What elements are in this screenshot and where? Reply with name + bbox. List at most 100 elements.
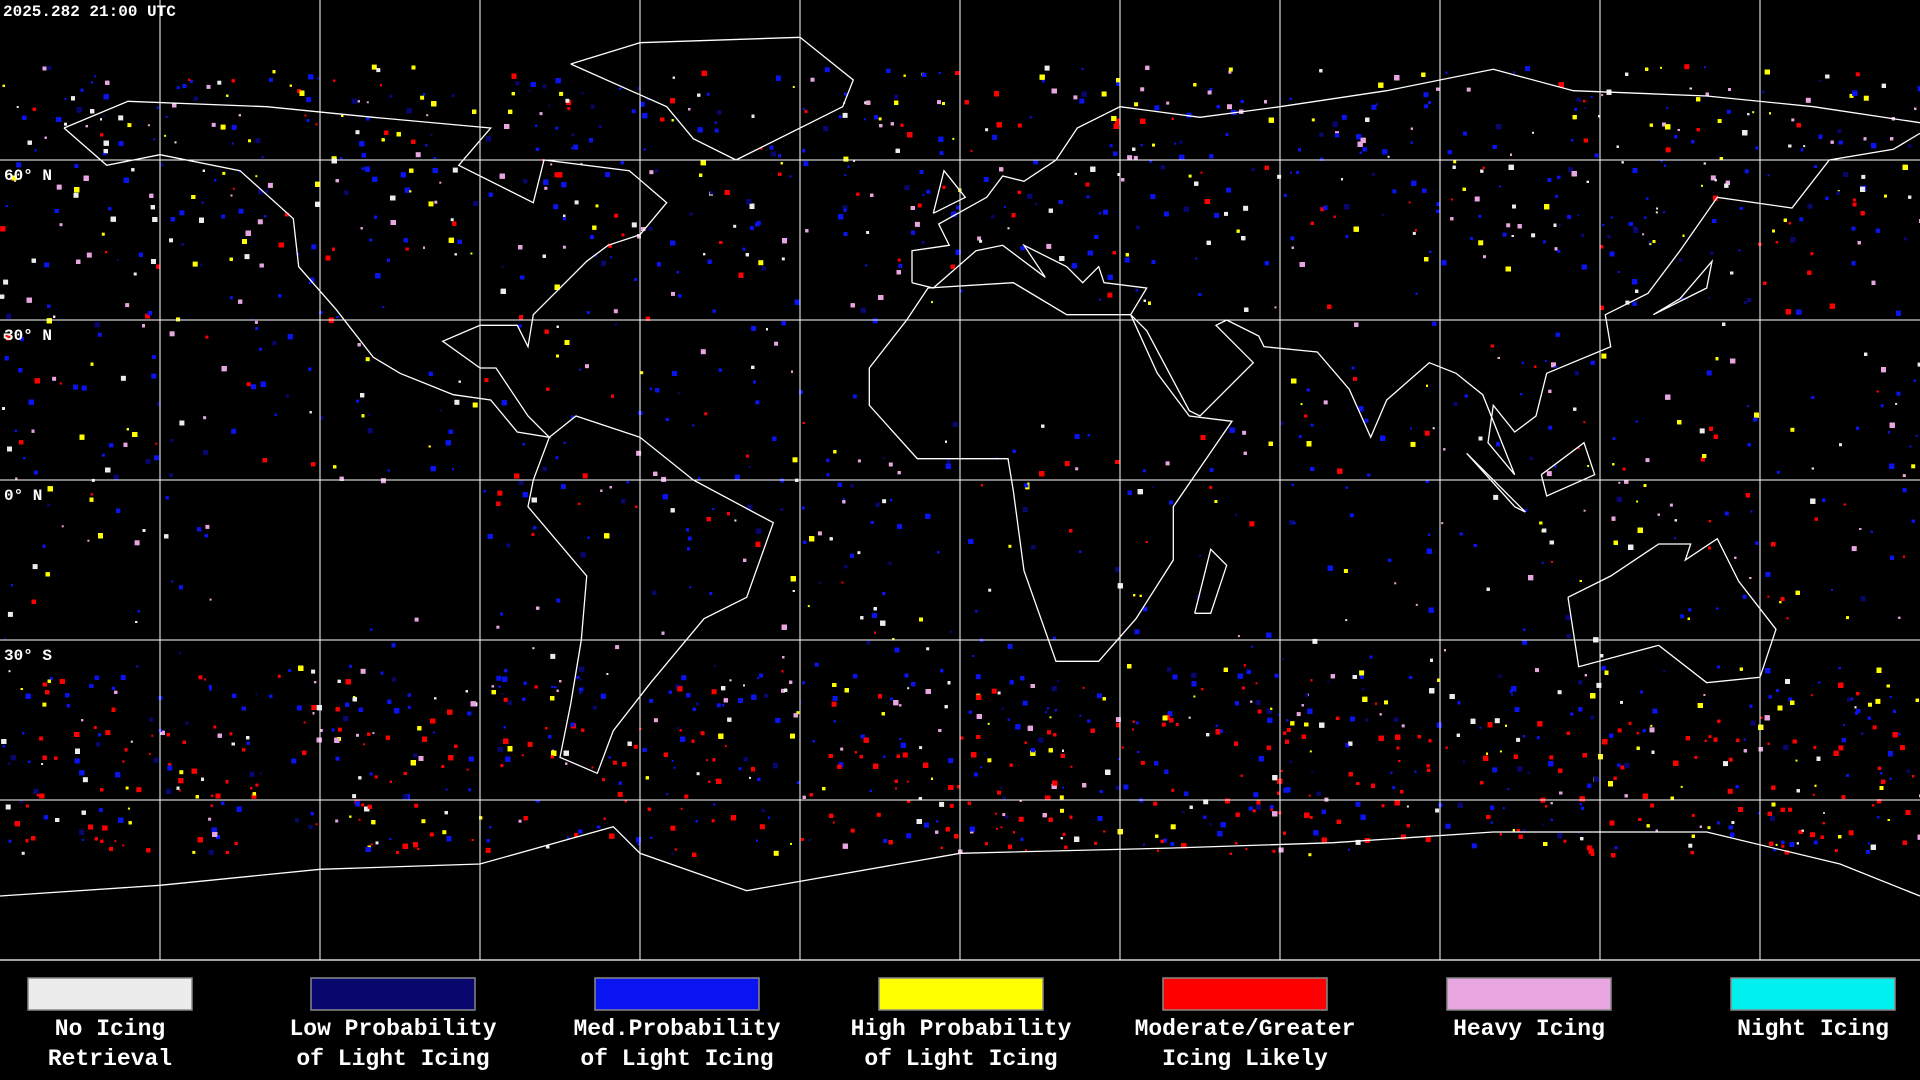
icing-pixel (303, 721, 306, 724)
icing-pixel (221, 214, 226, 219)
icing-pixel (1536, 736, 1540, 740)
icing-pixel (560, 484, 566, 490)
icing-pixel (975, 674, 981, 680)
icing-pixel (1406, 805, 1409, 808)
icing-pixel (1135, 721, 1139, 725)
icing-pixel (155, 442, 158, 445)
icing-pixel (1060, 808, 1064, 813)
icing-pixel (81, 385, 87, 391)
icing-pixel (42, 702, 47, 707)
icing-pixel (1272, 849, 1276, 853)
icing-pixel (315, 823, 318, 826)
icing-pixel (1837, 190, 1840, 192)
icing-pixel (888, 462, 893, 467)
icing-pixel (1059, 795, 1064, 800)
icing-pixel (1771, 802, 1776, 807)
icing-pixel (501, 693, 504, 695)
icing-pixel (1252, 809, 1256, 813)
icing-pixel (792, 86, 795, 88)
icing-pixel (133, 272, 137, 276)
icing-pixel (706, 92, 710, 96)
icing-pixel (1723, 761, 1728, 767)
icing-pixel (203, 450, 208, 456)
icing-pixel (1224, 211, 1228, 216)
icing-pixel (1364, 418, 1369, 423)
icing-pixel (713, 664, 716, 667)
icing-pixel (1525, 66, 1530, 72)
icing-pixel (1355, 839, 1361, 845)
icing-pixel (1310, 423, 1314, 427)
icing-pixel (897, 524, 903, 529)
icing-pixel (1300, 403, 1303, 406)
icing-pixel (1245, 848, 1248, 851)
icing-pixel (500, 739, 503, 742)
icing-pixel (595, 204, 599, 208)
icing-pixel (337, 727, 342, 732)
icing-pixel (1799, 217, 1804, 222)
icing-pixel (352, 794, 357, 799)
icing-pixel (1107, 292, 1113, 298)
icing-pixel (571, 133, 575, 137)
icing-pixel (1742, 594, 1747, 599)
icing-pixel (700, 349, 706, 355)
icing-pixel (831, 701, 837, 707)
icing-pixel (429, 832, 434, 837)
icing-pixel (550, 163, 553, 166)
icing-pixel (468, 788, 472, 792)
icing-pixel (1838, 745, 1844, 751)
icing-pixel (1660, 66, 1662, 69)
icing-pixel (1860, 596, 1866, 602)
icing-pixel (876, 812, 881, 817)
icing-pixel (866, 640, 871, 645)
icing-pixel (1810, 694, 1813, 697)
icing-pixel (189, 80, 193, 83)
icing-pixel (1726, 109, 1731, 114)
icing-pixel (800, 837, 804, 841)
icing-pixel (796, 711, 800, 715)
icing-pixel (531, 533, 535, 536)
icing-pixel (182, 84, 187, 88)
icing-pixel (802, 681, 806, 685)
icing-pixel (1435, 808, 1440, 813)
icing-pixel (1701, 184, 1703, 187)
icing-pixel (1018, 816, 1024, 822)
icing-pixel (1502, 232, 1507, 237)
icing-pixel (1289, 519, 1294, 525)
icing-pixel (926, 647, 930, 651)
icing-pixel (1025, 849, 1028, 852)
icing-pixel (1320, 207, 1325, 212)
icing-pixel (261, 156, 264, 159)
icing-pixel (1375, 103, 1378, 106)
icing-pixel (1752, 111, 1755, 114)
icing-pixel (370, 843, 373, 846)
icing-pixel (178, 789, 181, 792)
icing-pixel (807, 605, 810, 608)
icing-pixel (1214, 500, 1218, 503)
icing-pixel (992, 134, 998, 140)
icing-pixel (997, 790, 1001, 795)
icing-pixel (1861, 174, 1866, 179)
icing-pixel (203, 416, 207, 420)
icing-pixel (1861, 732, 1864, 735)
icing-pixel (1522, 829, 1526, 833)
icing-pixel (648, 226, 653, 231)
icing-pixel (134, 540, 140, 546)
icing-pixel (450, 218, 454, 222)
icing-pixel (470, 252, 473, 255)
icing-pixel (1117, 173, 1121, 176)
icing-pixel (1017, 123, 1022, 128)
icing-pixel (595, 254, 597, 257)
icing-pixel (1466, 87, 1471, 92)
icing-pixel (1359, 674, 1364, 679)
icing-pixel (1710, 175, 1716, 181)
icing-pixel (407, 705, 411, 709)
icing-pixel (527, 741, 533, 747)
icing-pixel (1323, 400, 1328, 405)
icing-pixel (518, 480, 524, 486)
icing-pixel (319, 729, 323, 732)
icing-pixel (441, 765, 445, 768)
icing-pixel (1387, 155, 1390, 158)
icing-pixel (749, 226, 754, 231)
icing-pixel (1596, 682, 1602, 688)
icing-pixel (1746, 405, 1749, 408)
